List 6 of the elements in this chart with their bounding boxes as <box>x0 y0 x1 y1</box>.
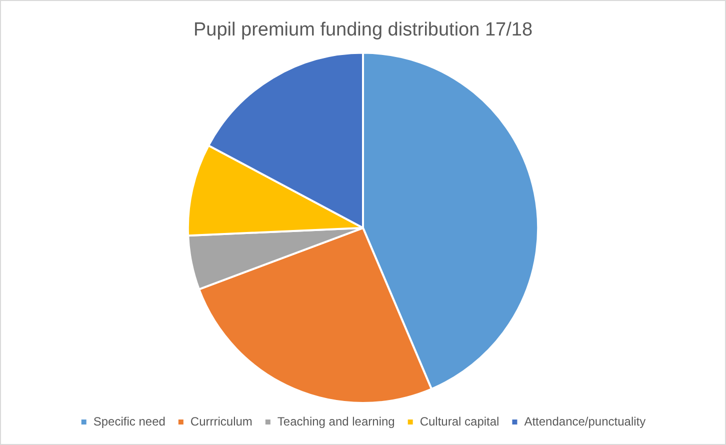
legend-label: Teaching and learning <box>277 414 395 428</box>
chart-title: Pupil premium funding distribution 17/18 <box>193 20 533 41</box>
legend-label: Currriculum <box>190 414 252 428</box>
legend-label: Specific need <box>93 414 166 428</box>
legend-label: Cultural capital <box>420 414 500 428</box>
legend-label: Attendance/punctuality <box>524 414 646 428</box>
